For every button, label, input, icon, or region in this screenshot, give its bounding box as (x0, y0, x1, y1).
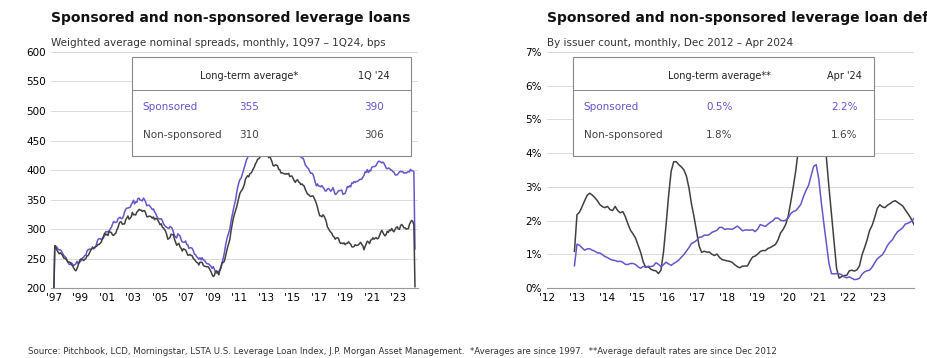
Text: Sponsored and non-sponsored leverage loan defaults: Sponsored and non-sponsored leverage loa… (546, 11, 927, 25)
Text: Non-sponsored: Non-sponsored (143, 130, 222, 140)
Text: 310: 310 (239, 130, 259, 140)
FancyBboxPatch shape (572, 57, 872, 156)
Text: By issuer count, monthly, Dec 2012 – Apr 2024: By issuer count, monthly, Dec 2012 – Apr… (546, 38, 792, 48)
Text: 1Q '24: 1Q '24 (358, 71, 389, 81)
Text: Long-term average*: Long-term average* (200, 71, 298, 81)
Text: 2.2%: 2.2% (831, 102, 857, 112)
Text: Non-sponsored: Non-sponsored (583, 130, 662, 140)
Text: 1.8%: 1.8% (705, 130, 732, 140)
Text: Long-term average**: Long-term average** (667, 71, 770, 81)
Text: 0.5%: 0.5% (705, 102, 731, 112)
Text: Sponsored: Sponsored (583, 102, 638, 112)
Text: Source: Pitchbook, LCD, Morningstar, LSTA U.S. Leverage Loan Index, J.P. Morgan : Source: Pitchbook, LCD, Morningstar, LST… (28, 347, 776, 356)
Text: Sponsored: Sponsored (143, 102, 197, 112)
Text: 355: 355 (239, 102, 259, 112)
Text: 390: 390 (364, 102, 384, 112)
FancyBboxPatch shape (132, 57, 411, 156)
Text: Weighted average nominal spreads, monthly, 1Q97 – 1Q24, bps: Weighted average nominal spreads, monthl… (51, 38, 386, 48)
Text: Sponsored and non-sponsored leverage loans: Sponsored and non-sponsored leverage loa… (51, 11, 410, 25)
Text: 306: 306 (364, 130, 384, 140)
Text: Apr '24: Apr '24 (826, 71, 861, 81)
Text: 1.6%: 1.6% (831, 130, 857, 140)
